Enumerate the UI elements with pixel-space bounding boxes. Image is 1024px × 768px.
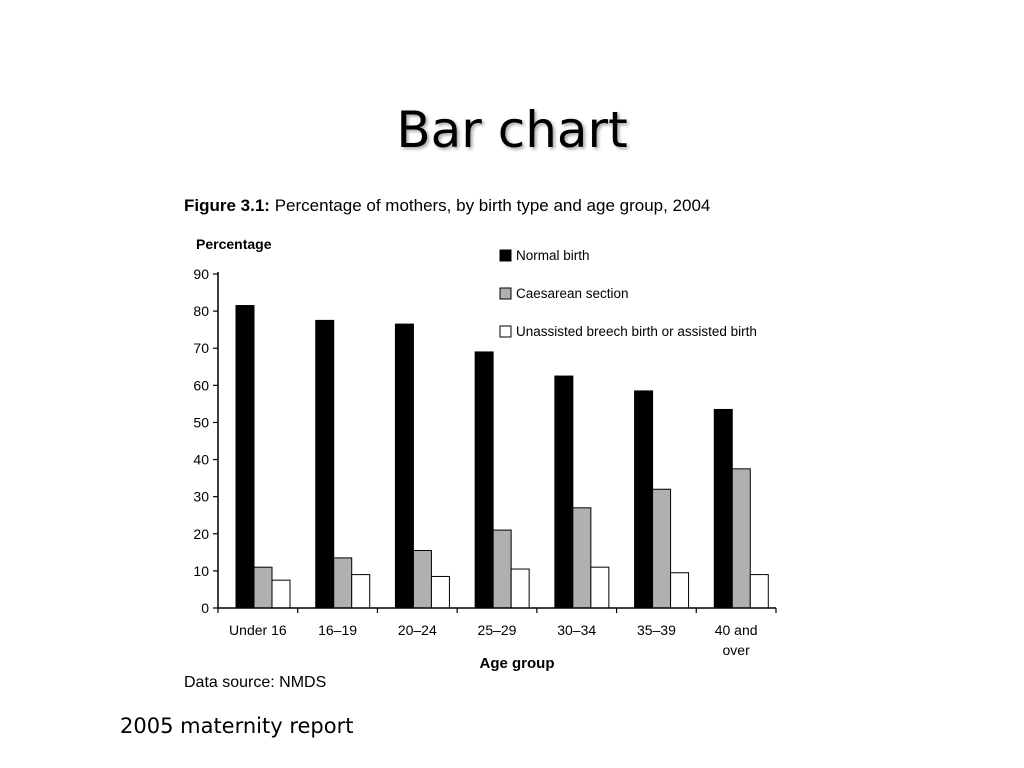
bar (713, 408, 733, 609)
bar (333, 557, 353, 609)
legend-swatch (499, 325, 512, 338)
legend: Normal birth Caesarean section Unassisted … (499, 248, 757, 339)
y-tick-label: 10 (193, 563, 209, 579)
figure-caption-text: Percentage of mothers, by birth type and… (274, 196, 711, 215)
y-tick-label: 80 (193, 303, 209, 319)
y-axis-label: Percentage (196, 236, 272, 252)
bar (271, 579, 291, 609)
bar (510, 568, 530, 609)
footer-note: 2005 maternity report (120, 714, 354, 738)
bar-chart: 0 10 20 30 40 50 60 70 80 90 Under 16 16–19 20–24 25–… (193, 248, 777, 672)
bar (572, 507, 592, 609)
bar (731, 468, 751, 609)
bar (492, 529, 512, 609)
legend-label: Caesarean section (516, 286, 629, 301)
legend-label: Normal birth (516, 248, 590, 263)
bar (670, 572, 690, 609)
y-tick-label: 90 (193, 266, 209, 282)
bar (634, 390, 654, 609)
bar (590, 566, 610, 609)
bar (474, 351, 494, 609)
axes: 0 10 20 30 40 50 60 70 80 90 Under 16 16–19 20–24 25–… (193, 266, 777, 672)
bar (430, 575, 450, 609)
figure-caption: Figure 3.1: Percentage of mothers, by bi… (184, 196, 710, 216)
bar (749, 574, 769, 609)
bar (315, 319, 335, 609)
x-tick-label: 20–24 (398, 622, 437, 638)
slide-title: Bar chart (396, 101, 628, 159)
legend-label: Unassisted breech birth or assisted birt… (516, 324, 757, 339)
x-tick-label: 25–29 (478, 622, 517, 638)
figure-number: Figure 3.1: (184, 196, 270, 215)
x-tick-label: 30–34 (557, 622, 596, 638)
bar (235, 305, 255, 609)
x-tick-label: Under 16 (229, 622, 287, 638)
legend-swatch (499, 249, 512, 262)
bar (412, 549, 432, 609)
y-tick-label: 50 (193, 414, 209, 430)
y-tick-label: 40 (193, 452, 209, 468)
bar (351, 574, 371, 609)
y-tick-label: 60 (193, 377, 209, 393)
data-source: Data source: NMDS (184, 674, 327, 691)
figure: 0 10 20 30 40 50 60 70 80 90 Under 16 16–19 20–24 25–… (170, 188, 810, 698)
bar (554, 375, 574, 609)
y-tick-label: 30 (193, 489, 209, 505)
bar (394, 323, 414, 609)
bars-layer (235, 305, 769, 609)
y-tick-label: 70 (193, 340, 209, 356)
x-tick-label: 40 and over (715, 622, 758, 658)
x-tick-label: 16–19 (318, 622, 357, 638)
legend-swatch (499, 287, 512, 300)
y-tick-label: 0 (201, 600, 209, 616)
x-tick-label: 35–39 (637, 622, 676, 638)
y-tick-label: 20 (193, 526, 209, 542)
x-axis-label: Age group (480, 655, 555, 672)
bar (652, 488, 672, 609)
bar (253, 566, 273, 609)
